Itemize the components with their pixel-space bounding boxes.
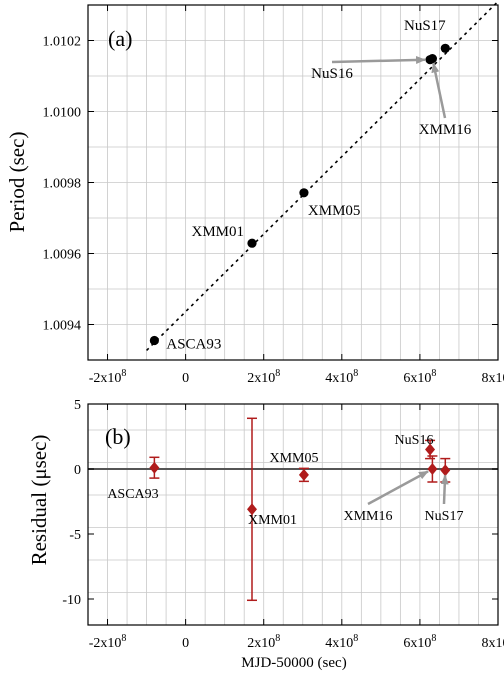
period-grid bbox=[88, 5, 498, 360]
residual-x-tick-labels: -2x108 0 2x108 4x108 6x108 8x108 bbox=[89, 404, 504, 651]
x-tick-label: 4x108 bbox=[325, 368, 358, 386]
x-tick-label: -2x108 bbox=[89, 368, 127, 386]
period-point-xmm16 bbox=[427, 54, 437, 64]
residual-point-xmm16 bbox=[427, 455, 438, 483]
diamond-marker bbox=[440, 464, 451, 477]
residual-points bbox=[149, 417, 451, 602]
x-tick-label: 0 bbox=[182, 371, 189, 386]
diamond-marker bbox=[427, 463, 438, 475]
residual-plot-frame bbox=[87, 403, 499, 626]
residual-grid bbox=[88, 404, 498, 625]
period-point-asca93 bbox=[149, 335, 159, 346]
x-tick-label: 2x108 bbox=[247, 368, 280, 386]
point-label-xmm16: XMM16 bbox=[343, 509, 392, 524]
linear-fit-line bbox=[146, 0, 499, 351]
label-arrow-xmm16 bbox=[367, 470, 429, 506]
y-tick-label: 1.0094 bbox=[43, 319, 82, 334]
y-tick-label: 0 bbox=[74, 463, 81, 478]
y-tick-label: 1.0102 bbox=[43, 35, 82, 50]
residual-x-axis-title: MJD-50000 (sec) bbox=[241, 655, 346, 671]
period-y-axis-title: Period (sec) bbox=[5, 132, 29, 233]
residual-panel: -2x10802x1084x1086x1088x108 50-5-10 (b) … bbox=[27, 398, 504, 671]
point-label-xmm01: XMM01 bbox=[248, 513, 297, 528]
label-arrow-nus17 bbox=[440, 474, 449, 505]
x-tick-label: 6x108 bbox=[403, 633, 436, 651]
y-tick-label: 5 bbox=[74, 398, 81, 413]
period-x-tick-labels: -2x108 0 2x108 4x108 6x108 8x108 bbox=[89, 5, 504, 386]
point-label-asca93: ASCA93 bbox=[107, 487, 158, 502]
period-fit-line bbox=[146, 0, 499, 351]
y-tick-label: -5 bbox=[69, 528, 81, 543]
point-label-xmm05: XMM05 bbox=[269, 451, 318, 466]
residual-point-asca93 bbox=[149, 456, 160, 479]
x-tick-label: 4x108 bbox=[325, 633, 358, 651]
period-point-xmm05 bbox=[299, 188, 309, 198]
residual-y-tick-labels: 5 0 -5 -10 bbox=[62, 398, 498, 608]
period-point-xmm01 bbox=[247, 238, 257, 248]
x-tick-label: 2x108 bbox=[247, 633, 280, 651]
residual-point-xmm05 bbox=[298, 467, 309, 483]
x-tick-label: 0 bbox=[182, 636, 189, 651]
diamond-marker bbox=[425, 443, 436, 456]
point-label-xmm16: XMM16 bbox=[419, 122, 472, 138]
diamond-marker bbox=[149, 461, 160, 474]
point-label-asca93: ASCA93 bbox=[166, 336, 221, 352]
residual-point-nus16 bbox=[425, 439, 436, 460]
period-y-tick-labels: 1.0094 1.0096 1.0098 1.0100 1.0102 bbox=[43, 35, 498, 334]
panel-label-a: (a) bbox=[108, 26, 132, 51]
diamond-marker bbox=[298, 468, 309, 481]
period-panel: -2x108 0 2x108 4x108 6x108 8x108 1.0094 1.0096… bbox=[5, 0, 504, 386]
point-label-xmm01: XMM01 bbox=[191, 224, 244, 240]
y-tick-label: -10 bbox=[62, 593, 81, 608]
point-label-nus16: NuS16 bbox=[311, 66, 353, 82]
point-label-nus16: NuS16 bbox=[395, 433, 434, 448]
residual-y-axis-title: Residual (μsec) bbox=[27, 435, 51, 566]
point-label-nus17: NuS17 bbox=[425, 509, 464, 524]
x-tick-label: 8x108 bbox=[482, 368, 504, 386]
y-tick-label: 1.0100 bbox=[43, 106, 82, 121]
y-tick-label: 1.0096 bbox=[43, 248, 82, 263]
x-tick-label: -2x108 bbox=[89, 633, 127, 651]
y-tick-label: 1.0098 bbox=[43, 177, 82, 192]
residual-point-labels: ASCA93 XMM01 XMM05 NuS16 XMM16 NuS17 bbox=[107, 433, 463, 528]
x-tick-label: 6x108 bbox=[403, 368, 436, 386]
label-arrow-nus16 bbox=[331, 56, 427, 65]
period-point-nus17 bbox=[440, 43, 450, 53]
point-label-xmm05: XMM05 bbox=[308, 203, 361, 219]
residual-point-xmm01 bbox=[247, 417, 257, 602]
label-arrow-xmm16 bbox=[431, 62, 447, 119]
period-point-labels: ASCA93 XMM01 XMM05 NuS16 XMM16 NuS17 bbox=[166, 18, 471, 352]
x-tick-label: 8x108 bbox=[482, 633, 504, 651]
point-label-nus17: NuS17 bbox=[404, 18, 446, 34]
period-points bbox=[149, 43, 450, 346]
panel-label-b: (b) bbox=[105, 424, 131, 449]
diamond-marker bbox=[247, 503, 257, 516]
